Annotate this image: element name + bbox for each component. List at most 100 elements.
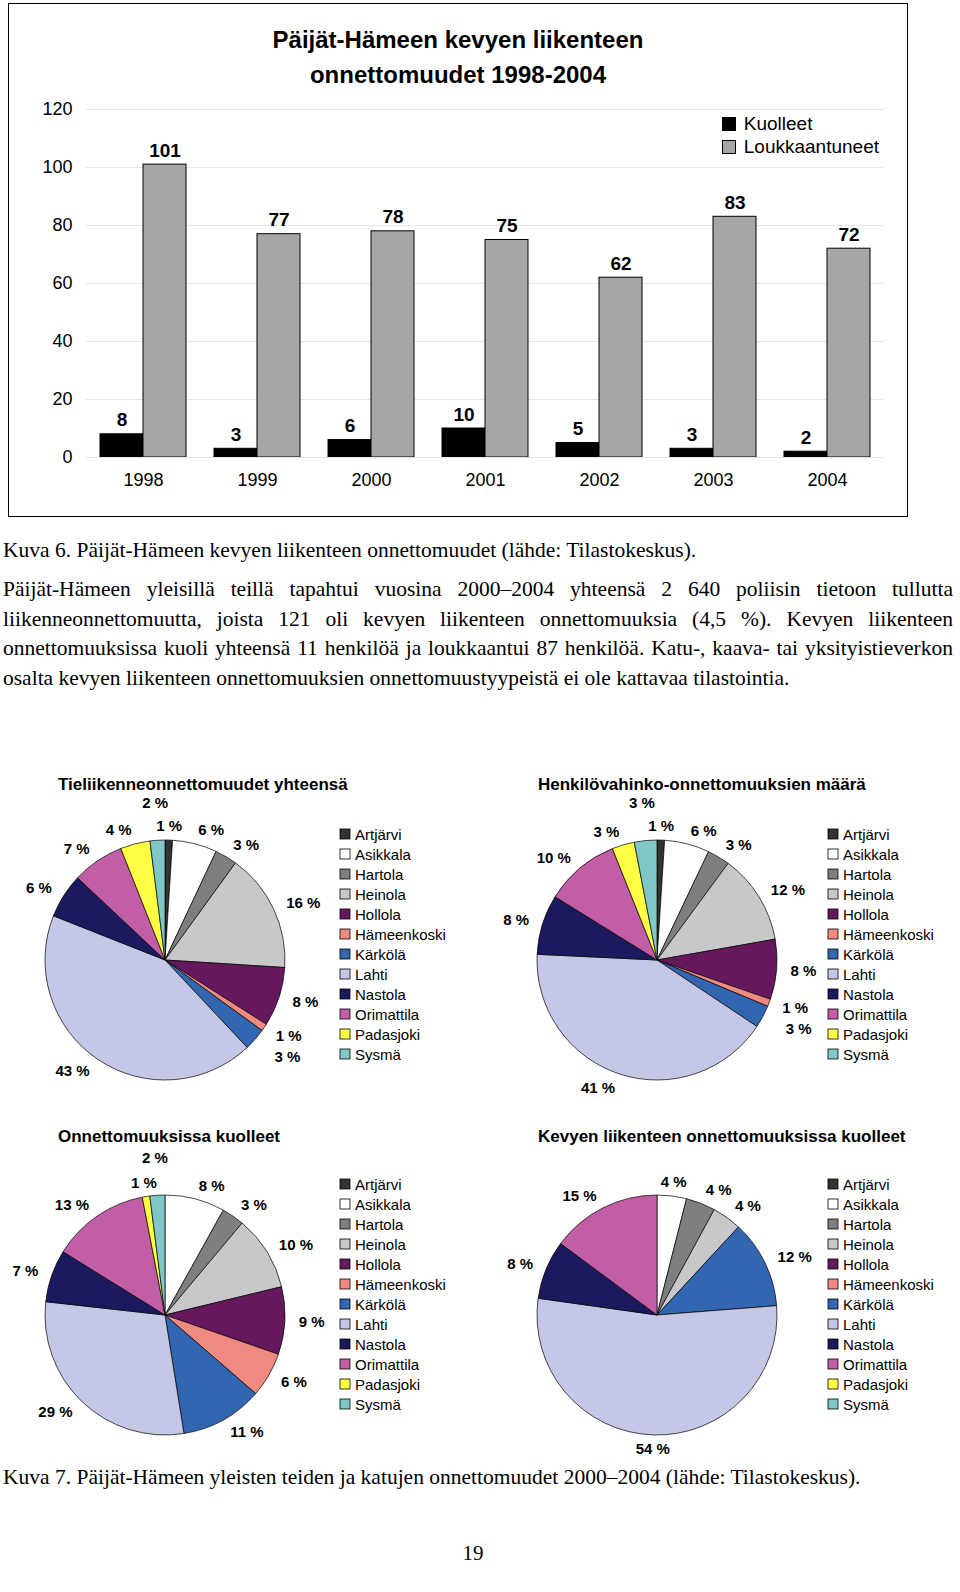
svg-text:12 %: 12 % bbox=[771, 881, 805, 898]
svg-text:2001: 2001 bbox=[465, 470, 505, 490]
svg-text:120: 120 bbox=[42, 99, 72, 119]
svg-text:Hollola: Hollola bbox=[843, 906, 890, 923]
svg-text:2: 2 bbox=[801, 427, 812, 448]
svg-text:62: 62 bbox=[610, 253, 631, 274]
svg-text:3 %: 3 % bbox=[233, 836, 259, 853]
svg-text:6 %: 6 % bbox=[691, 822, 717, 839]
svg-text:43 %: 43 % bbox=[55, 1062, 89, 1079]
svg-text:10 %: 10 % bbox=[279, 1236, 313, 1253]
svg-text:Kärkölä: Kärkölä bbox=[843, 1296, 895, 1313]
svg-text:Lahti: Lahti bbox=[355, 1316, 388, 1333]
svg-text:8 %: 8 % bbox=[503, 911, 529, 928]
svg-text:7 %: 7 % bbox=[64, 840, 90, 857]
svg-text:3 %: 3 % bbox=[629, 794, 655, 811]
svg-text:Heinola: Heinola bbox=[843, 886, 895, 903]
svg-text:Hartola: Hartola bbox=[355, 1216, 404, 1233]
svg-text:3: 3 bbox=[231, 424, 242, 445]
svg-text:13 %: 13 % bbox=[55, 1196, 89, 1213]
svg-text:8 %: 8 % bbox=[292, 993, 318, 1010]
svg-text:12 %: 12 % bbox=[778, 1248, 812, 1265]
svg-text:Padasjoki: Padasjoki bbox=[355, 1376, 420, 1393]
svg-text:Asikkala: Asikkala bbox=[355, 846, 412, 863]
svg-text:4 %: 4 % bbox=[735, 1197, 761, 1214]
svg-text:3 %: 3 % bbox=[275, 1048, 301, 1065]
svg-text:Hämeenkoski: Hämeenkoski bbox=[843, 926, 934, 943]
svg-text:3 %: 3 % bbox=[593, 823, 619, 840]
svg-text:83: 83 bbox=[724, 192, 745, 213]
svg-text:8 %: 8 % bbox=[507, 1255, 533, 1272]
svg-text:Sysmä: Sysmä bbox=[355, 1396, 402, 1413]
svg-text:Padasjoki: Padasjoki bbox=[843, 1026, 908, 1043]
svg-text:40: 40 bbox=[52, 331, 72, 351]
svg-text:Kevyen liikenteen onnettomuuks: Kevyen liikenteen onnettomuuksissa kuoll… bbox=[538, 1127, 906, 1146]
svg-text:Lahti: Lahti bbox=[843, 1316, 876, 1333]
svg-text:Kärkölä: Kärkölä bbox=[843, 946, 895, 963]
svg-text:Orimattila: Orimattila bbox=[843, 1006, 908, 1023]
svg-text:Hartola: Hartola bbox=[355, 866, 404, 883]
svg-text:6 %: 6 % bbox=[26, 879, 52, 896]
svg-text:2000: 2000 bbox=[351, 470, 391, 490]
svg-text:Nastola: Nastola bbox=[355, 986, 407, 1003]
svg-text:3 %: 3 % bbox=[726, 836, 752, 853]
svg-text:Hämeenkoski: Hämeenkoski bbox=[355, 926, 446, 943]
svg-text:2004: 2004 bbox=[807, 470, 847, 490]
svg-text:Nastola: Nastola bbox=[355, 1336, 407, 1353]
svg-text:1 %: 1 % bbox=[156, 817, 182, 834]
svg-text:2 %: 2 % bbox=[142, 794, 168, 811]
svg-text:11 %: 11 % bbox=[230, 1423, 263, 1440]
svg-text:16 %: 16 % bbox=[286, 894, 320, 911]
svg-text:Heinola: Heinola bbox=[843, 1236, 895, 1253]
svg-text:6: 6 bbox=[345, 415, 356, 436]
svg-text:Artjärvi: Artjärvi bbox=[843, 826, 890, 843]
svg-text:2 %: 2 % bbox=[142, 1149, 168, 1166]
svg-text:1 %: 1 % bbox=[131, 1174, 157, 1191]
svg-text:4 %: 4 % bbox=[106, 821, 132, 838]
svg-text:Asikkala: Asikkala bbox=[843, 846, 900, 863]
svg-text:3 %: 3 % bbox=[786, 1020, 812, 1037]
svg-text:78: 78 bbox=[382, 206, 403, 227]
svg-text:4 %: 4 % bbox=[706, 1181, 732, 1198]
svg-text:Sysmä: Sysmä bbox=[355, 1046, 402, 1063]
svg-text:Artjärvi: Artjärvi bbox=[355, 1176, 402, 1193]
svg-text:1 %: 1 % bbox=[648, 817, 674, 834]
svg-text:Nastola: Nastola bbox=[843, 1336, 895, 1353]
svg-text:10: 10 bbox=[453, 404, 474, 425]
svg-text:Lahti: Lahti bbox=[355, 966, 388, 983]
svg-text:8 %: 8 % bbox=[791, 962, 817, 979]
svg-text:7 %: 7 % bbox=[13, 1262, 39, 1279]
svg-text:Artjärvi: Artjärvi bbox=[355, 826, 402, 843]
svg-text:Sysmä: Sysmä bbox=[843, 1046, 890, 1063]
svg-text:Hollola: Hollola bbox=[843, 1256, 890, 1273]
svg-text:Hartola: Hartola bbox=[843, 1216, 892, 1233]
svg-text:1 %: 1 % bbox=[782, 999, 808, 1016]
svg-text:1998: 1998 bbox=[123, 470, 163, 490]
svg-text:3: 3 bbox=[687, 424, 698, 445]
svg-text:Onnettomuuksissa kuolleet: Onnettomuuksissa kuolleet bbox=[58, 1127, 280, 1146]
svg-text:6 %: 6 % bbox=[281, 1373, 307, 1390]
svg-text:77: 77 bbox=[268, 209, 289, 230]
svg-text:Tieliikenneonnettomuudet yhtee: Tieliikenneonnettomuudet yhteensä bbox=[58, 775, 348, 794]
svg-text:Orimattila: Orimattila bbox=[843, 1356, 908, 1373]
svg-text:3 %: 3 % bbox=[241, 1196, 267, 1213]
svg-text:8 %: 8 % bbox=[199, 1177, 225, 1194]
svg-text:Sysmä: Sysmä bbox=[843, 1396, 890, 1413]
svg-text:Orimattila: Orimattila bbox=[355, 1006, 420, 1023]
svg-text:Asikkala: Asikkala bbox=[355, 1196, 412, 1213]
svg-text:75: 75 bbox=[496, 215, 518, 236]
svg-text:Hämeenkoski: Hämeenkoski bbox=[355, 1276, 446, 1293]
svg-text:100: 100 bbox=[42, 157, 72, 177]
svg-text:1999: 1999 bbox=[237, 470, 277, 490]
svg-text:Padasjoki: Padasjoki bbox=[355, 1026, 420, 1043]
svg-text:10 %: 10 % bbox=[537, 849, 571, 866]
svg-text:60: 60 bbox=[52, 273, 72, 293]
svg-text:9 %: 9 % bbox=[299, 1313, 325, 1330]
svg-text:Hartola: Hartola bbox=[843, 866, 892, 883]
svg-text:4 %: 4 % bbox=[661, 1173, 687, 1190]
svg-text:2002: 2002 bbox=[579, 470, 619, 490]
svg-text:101: 101 bbox=[149, 140, 181, 161]
svg-text:72: 72 bbox=[838, 224, 859, 245]
svg-text:Kärkölä: Kärkölä bbox=[355, 946, 407, 963]
svg-text:5: 5 bbox=[573, 418, 584, 439]
svg-text:Henkilövahinko-onnettomuuksien: Henkilövahinko-onnettomuuksien määrä bbox=[538, 775, 866, 794]
svg-text:Hollola: Hollola bbox=[355, 1256, 402, 1273]
